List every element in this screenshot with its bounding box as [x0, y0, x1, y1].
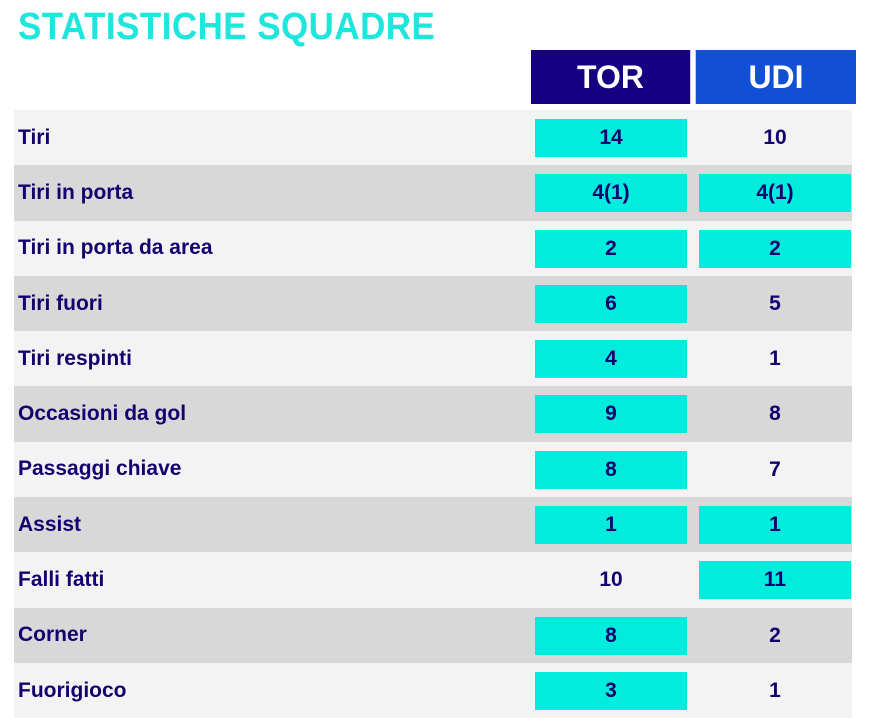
- table-row: Occasioni da gol 9 8: [14, 386, 852, 442]
- tor-value: 10: [599, 568, 623, 592]
- table-row: Tiri respinti 4 1: [14, 331, 852, 387]
- team-header-tor: TOR: [531, 50, 690, 104]
- tor-value: 2: [535, 229, 687, 268]
- udi-value: 2: [699, 229, 851, 268]
- tor-value: 9: [535, 395, 687, 434]
- stat-label: Corner: [18, 623, 87, 647]
- stat-label: Occasioni da gol: [18, 402, 187, 426]
- table-row: Corner 8 2: [14, 607, 852, 663]
- table-row: Tiri 14 10: [14, 110, 852, 166]
- stat-label: Tiri in porta: [18, 180, 134, 204]
- udi-value: 2: [769, 623, 781, 647]
- tor-value: 4(1): [535, 174, 687, 213]
- udi-value: 10: [763, 126, 787, 149]
- udi-value: 5: [769, 291, 781, 315]
- tor-value: 3: [535, 671, 687, 710]
- stat-label: Falli fatti: [18, 568, 105, 592]
- udi-value: 1: [769, 678, 781, 702]
- table-row: Assist 1 1: [14, 497, 852, 553]
- stat-label: Tiri: [18, 125, 51, 149]
- table-row: Falli fatti 10 11: [14, 552, 852, 608]
- udi-value: 1: [699, 506, 851, 545]
- tor-value: 8: [535, 450, 687, 489]
- udi-value: 4(1): [699, 174, 851, 213]
- tor-value: 1: [535, 506, 687, 545]
- table-row: Passaggi chiave 8 7: [14, 441, 852, 498]
- header-divider: [690, 50, 696, 104]
- stat-label: Assist: [18, 512, 82, 536]
- udi-value: 8: [769, 402, 781, 426]
- table-row: Fuorigioco 3 1: [14, 662, 852, 718]
- stat-label: Tiri respinti: [18, 346, 132, 370]
- team-header-udi: UDI: [696, 50, 856, 104]
- stat-label: Tiri fuori: [18, 291, 103, 315]
- table-row: Tiri in porta 4(1) 4(1): [14, 165, 852, 221]
- udi-value: 1: [769, 347, 781, 371]
- stats-table: Tiri 14 10 Tiri in porta 4(1) 4(1) Tiri in…: [14, 110, 852, 718]
- tor-value: 8: [535, 616, 687, 655]
- stat-label: Fuorigioco: [18, 678, 127, 702]
- stat-label: Tiri in porta da area: [18, 236, 213, 260]
- udi-value: 7: [769, 457, 781, 481]
- stat-label: Passaggi chiave: [18, 457, 182, 481]
- table-row: Tiri in porta da area 2 2: [14, 220, 852, 276]
- tor-value: 14: [535, 119, 687, 157]
- udi-value: 11: [699, 561, 851, 600]
- tor-value: 6: [535, 284, 687, 323]
- page-title: STATISTICHE SQUADRE: [18, 6, 436, 48]
- table-row: Tiri fuori 6 5: [14, 275, 852, 332]
- tor-value: 4: [535, 340, 687, 379]
